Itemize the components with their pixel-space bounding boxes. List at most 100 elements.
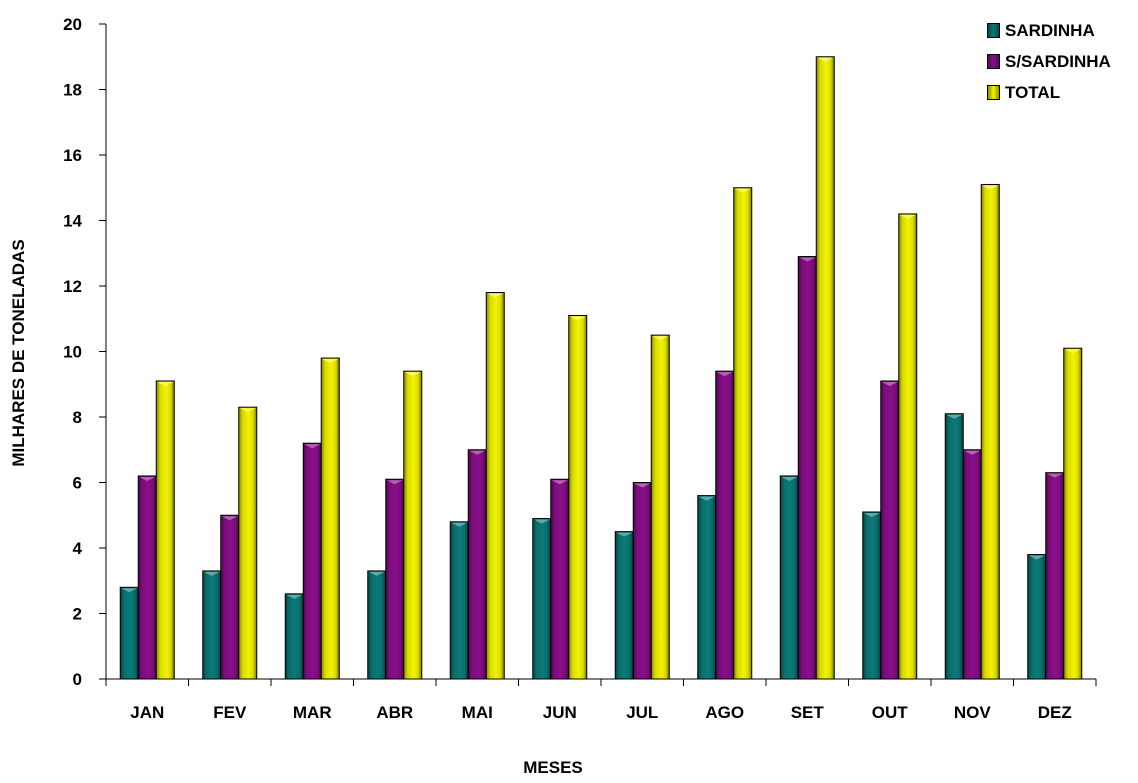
x-tick-label: JUL [626,703,658,722]
bar-s-sardinha-dez [1045,472,1065,680]
bar-sardinha-mai [449,521,469,680]
x-tick-label: JUN [543,703,577,722]
legend-swatch-total [987,85,1000,100]
x-tick-label: AGO [705,703,744,722]
bar-bevel [551,480,568,485]
legend-item-total: TOTAL [987,77,1111,108]
bar-s-sardinha-nov [962,449,982,680]
bar-total-mar [320,357,340,680]
bar-total-jun [568,314,588,680]
axes [99,23,1097,686]
bar-bevel [716,372,733,377]
bar-bevel [817,57,834,62]
bar-bevel [322,359,339,364]
bars [119,56,1083,680]
bar-s-sardinha-jun [550,478,570,680]
y-tick-label: 12 [63,277,82,296]
bar-bevel [139,476,156,481]
legend-swatch-sardinha [987,23,1000,38]
bar-total-set [815,56,835,680]
x-tick-label: DEZ [1038,703,1072,722]
legend-item-s-sardinha: S/SARDINHA [987,46,1111,77]
x-tick-label: MAR [293,703,332,722]
legend-label-sardinha: SARDINHA [1005,20,1095,40]
y-tick-label: 18 [63,81,82,100]
tick-labels: 0 2 4 6 8 10 12 14 16 18 20 JAN FEV MAR ABR MAI JUN JUL AG… [63,15,1072,722]
bar-total-jul [650,334,670,680]
x-tick-label: MAI [462,703,493,722]
bar-bevel [286,594,303,599]
legend-swatch-s-sardinha [987,54,1000,69]
bar-bevel [899,214,916,219]
bar-total-nov [980,183,1000,680]
bar-bevel [368,571,385,576]
x-tick-label: JAN [130,703,164,722]
bar-bevel [881,381,898,386]
legend: SARDINHA S/SARDINHA TOTAL [987,15,1111,108]
legend-label-s-sardinha: S/SARDINHA [1005,51,1111,71]
bar-bevel [734,188,751,193]
bar-bevel [203,571,220,576]
bar-sardinha-nov [944,413,964,680]
x-tick-label: OUT [872,703,909,722]
bar-sardinha-out [862,511,882,680]
bar-bevel [863,512,880,517]
bar-bevel [799,257,816,262]
bar-sardinha-dez [1027,554,1047,680]
bar-bevel [304,444,321,449]
bar-bevel [634,483,651,488]
bar-bevel [533,519,550,524]
x-tick-label: ABR [376,703,413,722]
bar-bevel [404,372,421,377]
bar-bevel [964,450,981,455]
bar-s-sardinha-ago [715,370,735,680]
bar-bevel [616,532,633,537]
bar-bevel [1064,349,1081,354]
bar-total-mai [485,292,505,680]
bar-bevel [157,381,174,386]
bar-sardinha-fev [202,570,222,680]
x-axis-title: MESES [523,758,583,777]
bar-sardinha-ago [697,495,717,680]
bar-total-ago [733,187,753,680]
bar-bevel [221,516,238,521]
bar-bevel [469,450,486,455]
y-tick-label: 10 [63,343,82,362]
y-tick-label: 14 [63,212,82,231]
y-tick-label: 0 [73,670,82,689]
y-tick-label: 6 [73,474,82,493]
bar-s-sardinha-mar [302,442,322,680]
x-tick-label: FEV [213,703,247,722]
bar-bevel [386,480,403,485]
bar-bevel [698,496,715,501]
bar-bevel [1028,555,1045,560]
x-tick-label: SET [791,703,825,722]
bar-bevel [451,522,468,527]
bar-s-sardinha-fev [220,514,240,680]
bar-bevel [781,476,798,481]
bar-s-sardinha-jan [137,475,157,680]
legend-label-total: TOTAL [1005,82,1061,102]
y-tick-label: 2 [73,605,82,624]
bar-total-fev [238,406,258,680]
bar-sardinha-abr [367,570,387,680]
bar-total-out [898,213,918,680]
bar-sardinha-jul [614,531,634,680]
y-axis-title: MILHARES DE TONELADAS [9,239,28,466]
bar-s-sardinha-mai [467,449,487,680]
bar-bevel [1046,473,1063,478]
bar-sardinha-jun [532,518,552,680]
bar-bevel [982,185,999,190]
y-tick-label: 4 [73,539,83,558]
bar-bevel [121,588,138,593]
bar-bevel [239,408,256,413]
bar-s-sardinha-jul [632,482,652,680]
bar-bevel [487,293,504,298]
bar-total-abr [403,370,423,680]
bar-total-dez [1063,347,1083,680]
bar-sardinha-mar [284,593,304,680]
legend-item-sardinha: SARDINHA [987,15,1111,46]
bar-bevel [569,316,586,321]
bar-s-sardinha-out [880,380,900,680]
